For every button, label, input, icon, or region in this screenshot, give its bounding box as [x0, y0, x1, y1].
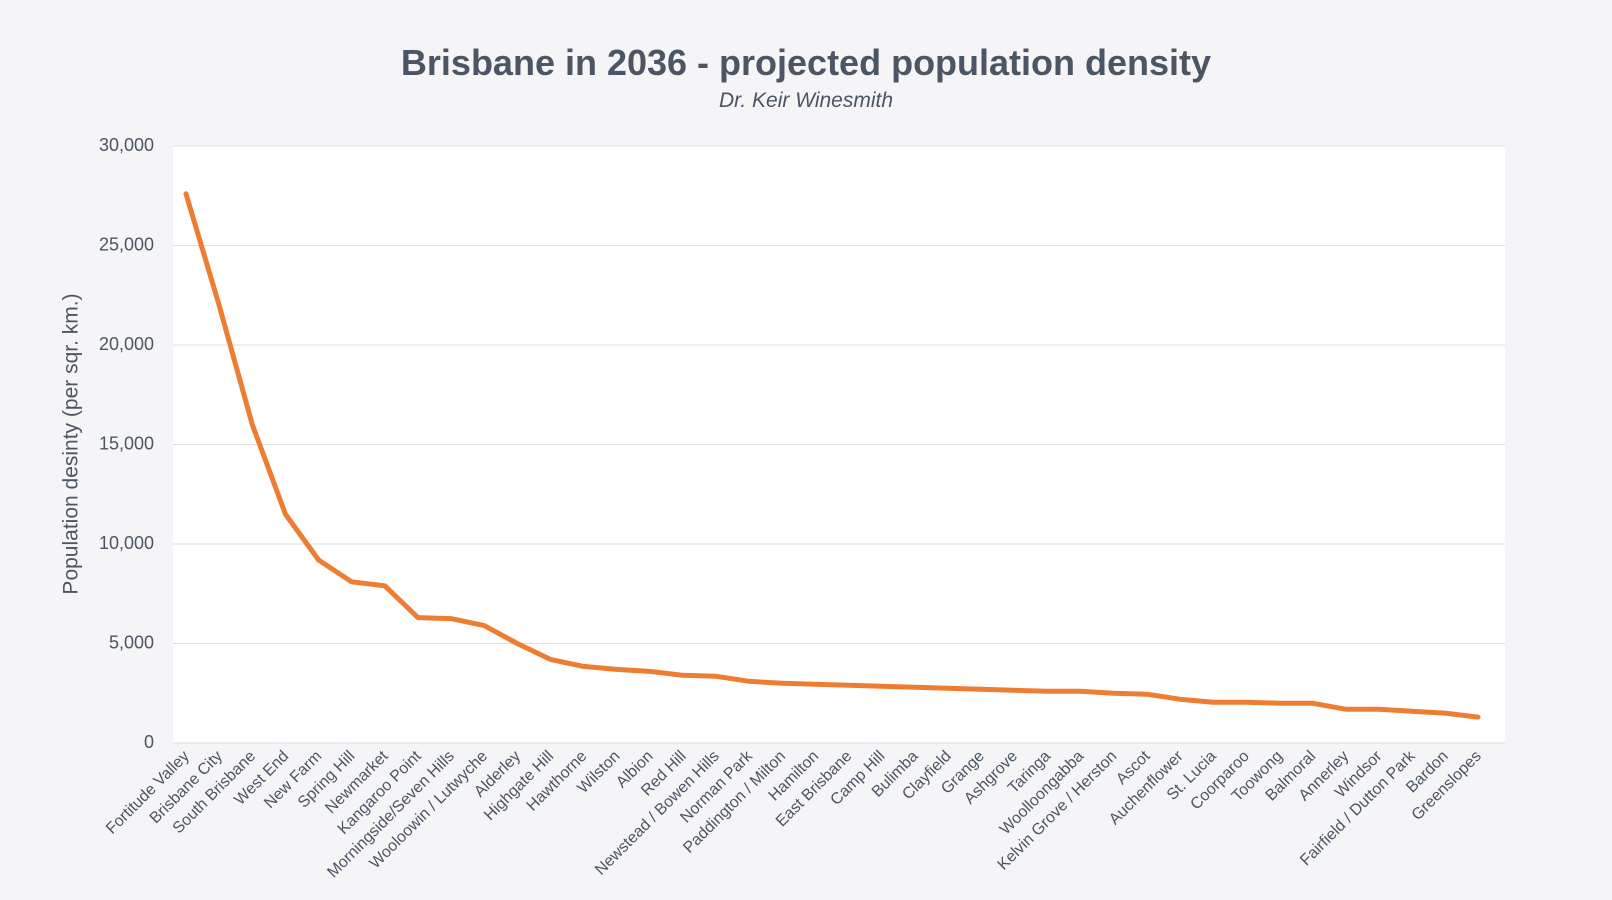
y-axis-ticks: 0 5,000 10,000 15,000 20,000 25,000 30,000 — [99, 135, 154, 752]
chart-subtitle: Dr. Keir Winesmith — [718, 89, 894, 112]
series-layer — [183, 191, 1481, 720]
y-tick-label: 0 — [144, 732, 154, 752]
y-tick-label: 15,000 — [99, 433, 154, 453]
chart-title: Brisbane in 2036 - projected population … — [400, 42, 1212, 83]
gridlines — [173, 145, 1505, 744]
series-line — [183, 191, 1481, 720]
y-axis-title: Population desinty (per sqr. km.) — [60, 293, 83, 594]
y-tick-label: 20,000 — [99, 334, 154, 354]
y-tick-label: 30,000 — [99, 135, 154, 155]
y-tick-label: 10,000 — [99, 533, 154, 553]
y-tick-label: 25,000 — [99, 234, 154, 254]
y-tick-label: 5,000 — [109, 632, 154, 652]
